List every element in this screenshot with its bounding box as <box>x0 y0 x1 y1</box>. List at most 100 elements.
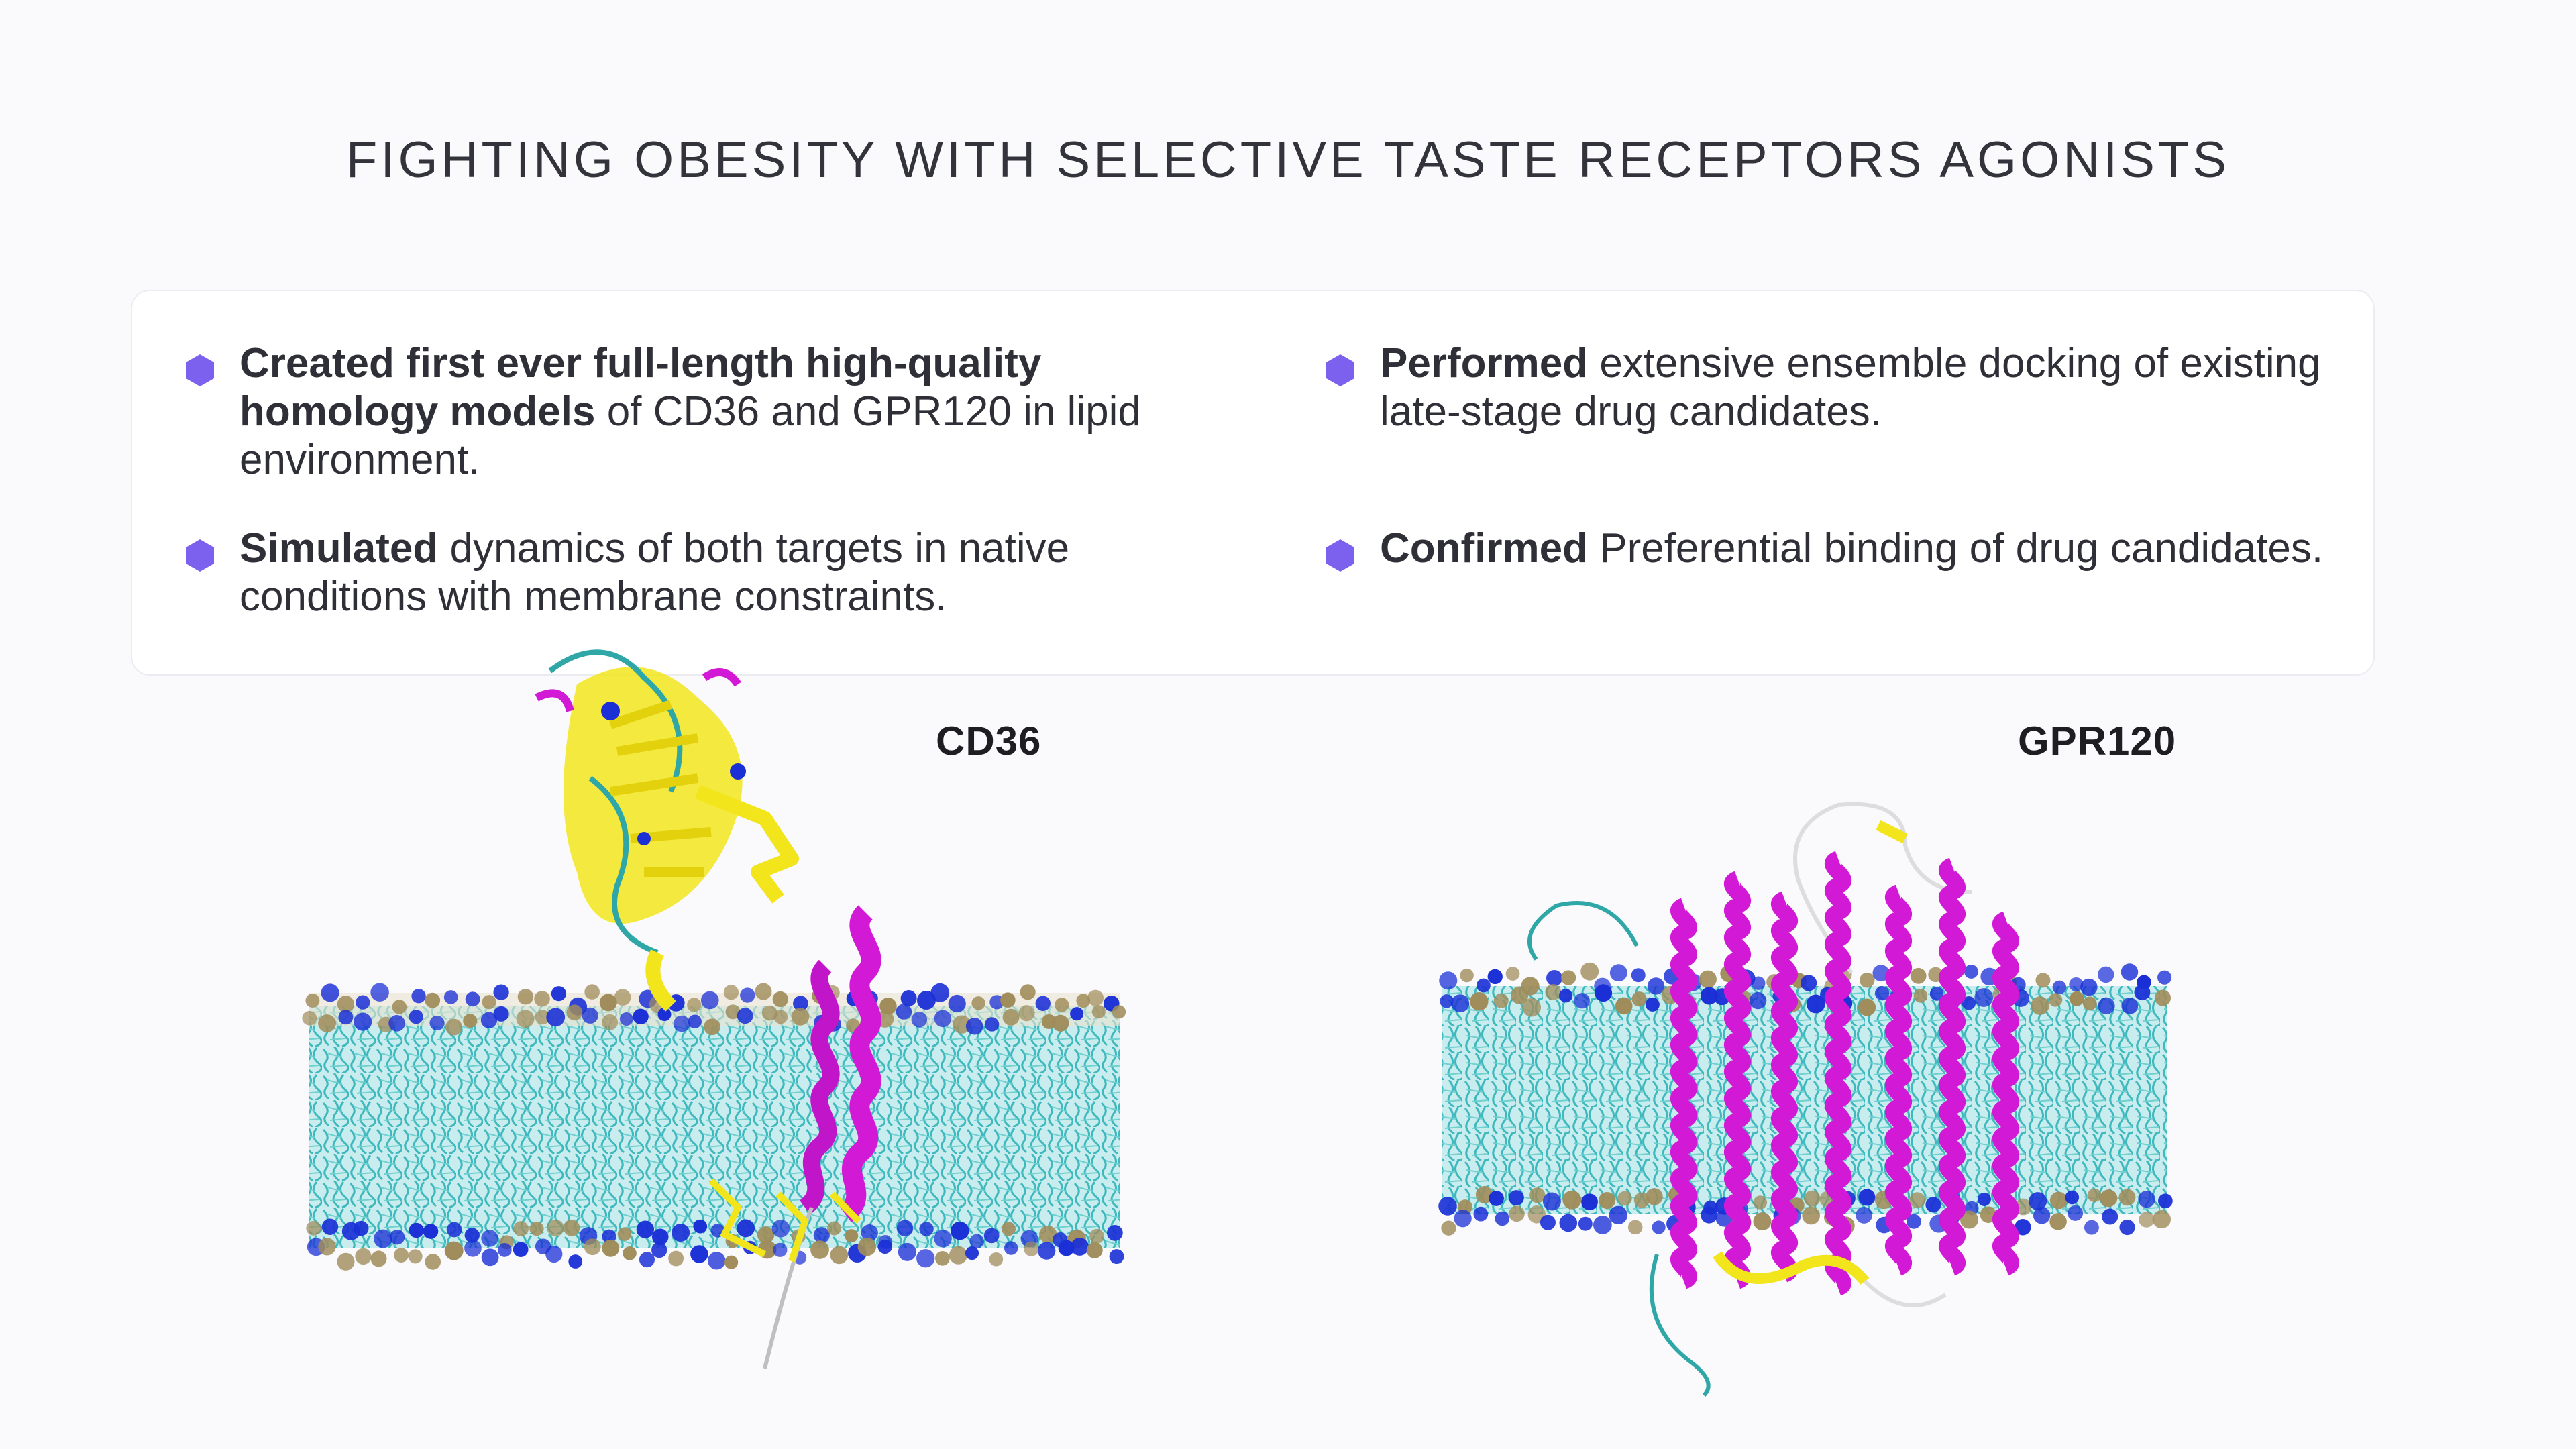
headgroup-bead <box>425 992 441 1008</box>
headgroup-bead <box>602 1014 619 1030</box>
headgroup-bead <box>1609 1205 1628 1225</box>
bullet-item: Performed extensive ensemble docking of … <box>1326 339 2332 436</box>
headgroup-bead <box>1540 1214 1556 1230</box>
headgroup-bead <box>321 983 339 1002</box>
headgroup-bead <box>513 1221 529 1237</box>
headgroup-bead <box>2049 1191 2068 1210</box>
headgroup-bead <box>619 1012 633 1026</box>
headgroup-bead <box>1058 1240 1075 1256</box>
headgroup-bead <box>1112 1005 1126 1019</box>
headgroup-bead <box>2084 1220 2099 1235</box>
headgroup-bead <box>374 1229 392 1248</box>
headgroup-bead <box>445 1018 462 1036</box>
headgroup-bead <box>392 1000 407 1014</box>
headgroup-bead <box>1960 1210 1979 1229</box>
ligand-molecules <box>708 1178 861 1263</box>
headgroup-bead <box>2121 963 2139 981</box>
helix-2 <box>1724 871 1751 1289</box>
headgroup-bead <box>2152 1210 2171 1229</box>
headgroup-bead <box>1529 1187 1546 1203</box>
headgroup-bead <box>2068 1205 2084 1221</box>
headgroup-bead <box>934 1010 952 1028</box>
headgroup-bead <box>813 1227 830 1244</box>
headgroup-bead <box>690 1245 708 1263</box>
headgroup-bead <box>755 983 772 1000</box>
headgroup-bead <box>2015 1219 2031 1236</box>
headgroup-bead <box>1087 989 1104 1006</box>
bullet-bold-text: Performed <box>1380 340 1589 386</box>
hexagon-bullet-icon <box>186 354 214 386</box>
headgroup-bead <box>1439 971 1458 990</box>
headgroup-bead <box>1574 993 1590 1009</box>
headgroup-bead <box>1071 1238 1089 1256</box>
headgroup-bead <box>1055 998 1069 1012</box>
headgroup-bead <box>761 1005 777 1021</box>
headgroup-bead <box>687 998 702 1012</box>
headgroup-bead <box>1858 1189 1876 1206</box>
headgroup-bead <box>673 1015 690 1032</box>
headgroup-bead <box>465 991 480 1007</box>
headgroup-bead <box>546 1008 566 1027</box>
headgroup-bead <box>1925 1197 1941 1213</box>
headgroup-bead <box>969 1234 984 1249</box>
transmembrane-helices <box>1670 851 2019 1296</box>
helix-5 <box>1885 884 1912 1276</box>
headgroup-bead <box>919 1222 934 1236</box>
headgroup-bead <box>896 1220 914 1237</box>
headgroup-bead <box>1645 997 1660 1012</box>
headgroup-bead <box>810 1240 829 1259</box>
headgroup-bead <box>827 1221 841 1236</box>
headgroup-bead <box>1035 996 1051 1011</box>
headgroup-bead <box>1086 1242 1103 1258</box>
headgroup-bead <box>1440 994 1454 1008</box>
headgroup-bead <box>2069 991 2084 1006</box>
headgroup-bead <box>989 1252 1004 1267</box>
headgroup-bead <box>1699 970 1717 989</box>
cd36-label: CD36 <box>936 718 1042 763</box>
headgroup-bead <box>725 1004 741 1020</box>
headgroup-bead <box>1859 972 1875 988</box>
bullet-bold-text: Created first ever full-length high-qual… <box>239 340 1042 435</box>
headgroup-bead <box>423 1224 439 1239</box>
headgroup-bead <box>551 986 566 1002</box>
headgroup-bead <box>1753 1195 1768 1210</box>
headgroup-bead <box>355 1248 372 1265</box>
headgroup-bead <box>1856 1206 1873 1224</box>
headgroup-bead <box>1749 991 1767 1010</box>
headgroup-bead <box>1800 975 1817 991</box>
headgroup-bead <box>1460 968 1474 983</box>
bullet-text: Preferential binding of drug candidates. <box>1588 525 2324 572</box>
bullet-bold-text: Simulated <box>239 525 439 572</box>
headgroup-bead <box>482 995 496 1010</box>
headgroup-bead <box>389 1229 405 1245</box>
headgroup-bead <box>2139 1212 2155 1228</box>
headgroup-bead <box>740 987 755 1003</box>
headgroup-bead <box>1489 1191 1504 1206</box>
headgroup-bead <box>771 1219 790 1238</box>
headgroup-bead <box>1580 962 1599 981</box>
headgroup-bead <box>1004 1241 1018 1255</box>
intracellular-loop <box>1649 1251 1947 1397</box>
headgroup-bead <box>704 1018 720 1036</box>
headgroup-bead <box>2102 1208 2118 1225</box>
headgroup-bead <box>2069 977 2084 992</box>
extracellular-loop <box>1527 802 1973 974</box>
headgroup-bead <box>877 1239 892 1254</box>
headgroup-bead <box>1441 1220 1456 1236</box>
headgroup-bead <box>321 1218 339 1235</box>
headgroup-bead <box>1906 1214 1921 1229</box>
headgroup-bead <box>1652 1220 1666 1234</box>
headgroup-bead <box>2098 997 2115 1014</box>
headgroup-bead <box>411 989 426 1004</box>
headgroup-bead <box>651 1228 669 1246</box>
headgroup-bead <box>1546 969 1563 987</box>
headgroup-bead <box>1929 987 1944 1001</box>
headgroup-bead <box>1495 1211 1510 1226</box>
headgroup-bead <box>617 1227 632 1241</box>
headgroup-bead <box>584 984 600 1000</box>
headgroup-bead <box>1020 984 1036 1000</box>
headgroup-bead <box>952 1015 971 1034</box>
headgroup-bead <box>1560 970 1576 985</box>
headgroup-bead <box>1804 1190 1821 1207</box>
headgroup-bead <box>409 1010 423 1024</box>
